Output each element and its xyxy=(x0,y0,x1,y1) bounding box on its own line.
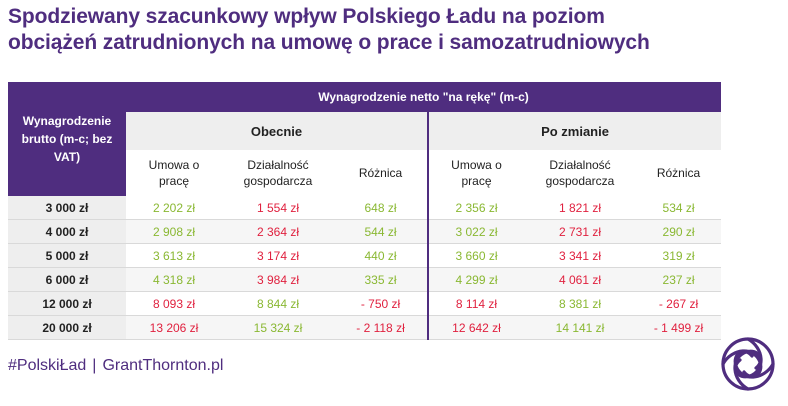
cell-before-dg: 8 844 zł xyxy=(222,291,334,316)
cell-before-umowa: 4 318 zł xyxy=(126,267,222,292)
cell-after-diff: 319 zł xyxy=(636,243,722,268)
cell-after-diff: 290 zł xyxy=(636,219,722,244)
table-row: 3 000 zł 2 202 zł 1 554 zł 648 zł 2 356 zł 1 … xyxy=(8,196,722,220)
header-before: Obecnie xyxy=(126,112,428,150)
cell-before-dg: 1 554 zł xyxy=(222,196,334,220)
cell-after-diff: 237 zł xyxy=(636,267,722,292)
table-row: 5 000 zł 3 613 zł 3 174 zł 440 zł 3 660 zł 3 … xyxy=(8,243,722,268)
cell-before-umowa: 2 202 zł xyxy=(126,196,222,220)
cell-brutto: 20 000 zł xyxy=(8,315,126,340)
footer-separator: | xyxy=(92,357,97,374)
cell-after-umowa: 2 356 zł xyxy=(427,196,524,220)
cell-before-umowa: 8 093 zł xyxy=(126,291,222,316)
website-link: GrantThornton.pl xyxy=(102,357,224,374)
cell-after-dg: 8 381 zł xyxy=(524,291,636,316)
cell-before-dg: 2 364 zł xyxy=(222,219,334,244)
table-row: 4 000 zł 2 908 zł 2 364 zł 544 zł 3 022 zł 2 … xyxy=(8,219,722,244)
cell-after-dg: 2 731 zł xyxy=(524,219,636,244)
cell-before-diff: 648 zł xyxy=(334,196,428,220)
cell-before-diff: 544 zł xyxy=(334,219,428,244)
cell-brutto: 6 000 zł xyxy=(8,267,126,292)
table-row: 6 000 zł 4 318 zł 3 984 zł 335 zł 4 299 zł 4 … xyxy=(8,267,722,292)
cell-brutto: 5 000 zł xyxy=(8,243,126,268)
cell-before-diff: - 750 zł xyxy=(334,291,428,316)
cell-before-dg: 3 174 zł xyxy=(222,243,334,268)
group-header-netto: Wynagrodzenie netto "na rękę" (m-c) xyxy=(126,82,722,112)
col-dg-before: Działalność gospodarcza xyxy=(243,158,313,188)
title-line-2: obciążeń zatrudnionych na umowę o prace … xyxy=(8,31,650,54)
cell-before-dg: 15 324 zł xyxy=(222,315,334,340)
cell-after-dg: 1 821 zł xyxy=(524,196,636,220)
table-body: 3 000 zł 2 202 zł 1 554 zł 648 zł 2 356 zł 1 … xyxy=(8,196,722,340)
cell-before-diff: 335 zł xyxy=(334,267,428,292)
grant-thornton-spiral-icon xyxy=(721,337,775,391)
col-diff-after: Różnica xyxy=(656,166,701,180)
cell-brutto: 12 000 zł xyxy=(8,291,126,316)
row-header-brutto: Wynagrodzenie brutto (m-c; bez VAT) xyxy=(8,82,126,196)
cell-brutto: 3 000 zł xyxy=(8,196,126,220)
cell-after-dg: 14 141 zł xyxy=(524,315,636,340)
cell-after-umowa: 12 642 zł xyxy=(427,315,524,340)
cell-after-diff: - 267 zł xyxy=(636,291,722,316)
hashtag: #PolskiŁad xyxy=(8,357,87,374)
cell-before-dg: 3 984 zł xyxy=(222,267,334,292)
cell-after-umowa: 8 114 zł xyxy=(427,291,524,316)
col-umowa-after: Umowa o pracę xyxy=(427,150,524,196)
cell-after-dg: 4 061 zł xyxy=(524,267,636,292)
col-diff-before: Różnica xyxy=(358,166,403,180)
col-dg-after: Działalność gospodarcza xyxy=(545,158,615,188)
salary-comparison-table: Wynagrodzenie brutto (m-c; bez VAT) Wyna… xyxy=(8,82,722,340)
table-row: 12 000 zł 8 093 zł 8 844 zł - 750 zł 8 114 z… xyxy=(8,291,722,316)
cell-after-umowa: 3 022 zł xyxy=(427,219,524,244)
page-title: Spodziewany szacunkowy wpływ Polskiego Ł… xyxy=(8,4,650,56)
cell-after-umowa: 3 660 zł xyxy=(427,243,524,268)
title-line-1: Spodziewany szacunkowy wpływ Polskiego Ł… xyxy=(8,5,605,28)
cell-before-diff: - 2 118 zł xyxy=(334,315,428,340)
footer: #PolskiŁad | GrantThornton.pl xyxy=(8,357,223,375)
cell-brutto: 4 000 zł xyxy=(8,219,126,244)
col-umowa-before: Umowa o pracę xyxy=(148,158,200,188)
cell-after-umowa: 4 299 zł xyxy=(427,267,524,292)
cell-after-diff: 534 zł xyxy=(636,196,722,220)
cell-before-umowa: 3 613 zł xyxy=(126,243,222,268)
cell-before-umowa: 2 908 zł xyxy=(126,219,222,244)
table-row: 20 000 zł 13 206 zł 15 324 zł - 2 118 zł 12 … xyxy=(8,315,722,340)
cell-after-dg: 3 341 zł xyxy=(524,243,636,268)
cell-before-umowa: 13 206 zł xyxy=(126,315,222,340)
header-after: Po zmianie xyxy=(426,112,722,150)
cell-before-diff: 440 zł xyxy=(334,243,428,268)
cell-after-diff: - 1 499 zł xyxy=(636,315,722,340)
